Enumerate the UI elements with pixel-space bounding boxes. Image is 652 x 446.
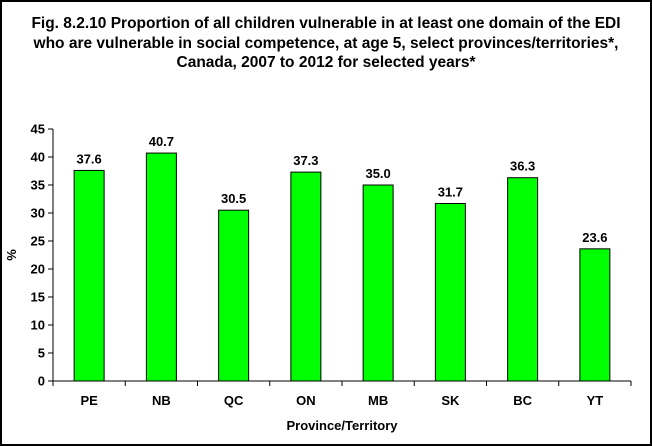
- data-label: 37.6: [76, 151, 101, 166]
- data-label: 37.3: [293, 153, 318, 168]
- x-axis-labels: PE NB QC ON MB SK BC YT: [80, 393, 603, 408]
- category-label: NB: [152, 393, 171, 408]
- data-label: 35.0: [365, 166, 390, 181]
- bar-mb: [362, 184, 394, 382]
- y-tick-label: 45: [31, 122, 45, 137]
- y-tick-label: 25: [31, 234, 45, 249]
- y-axis-ticks: 0 5 10 15 20 25 30 35 40 45: [31, 122, 632, 389]
- y-tick-label: 15: [31, 290, 45, 305]
- data-label: 31.7: [438, 184, 463, 199]
- y-tick-label: 40: [31, 150, 45, 165]
- bar-yt: [579, 248, 611, 382]
- bar-pe: [73, 169, 105, 382]
- data-label: 30.5: [221, 191, 246, 206]
- y-tick-label: 10: [31, 318, 45, 333]
- bar-on: [290, 171, 322, 382]
- category-label: MB: [368, 393, 388, 408]
- data-label: 36.3: [510, 159, 535, 174]
- chart-title: Fig. 8.2.10 Proportion of all children v…: [31, 15, 621, 71]
- y-tick-label: 30: [31, 206, 45, 221]
- y-tick-label: 5: [38, 346, 45, 361]
- y-tick-label: 20: [31, 262, 45, 277]
- data-label: 23.6: [582, 230, 607, 245]
- category-label: PE: [80, 393, 98, 408]
- x-axis-title: Province/Territory: [286, 418, 398, 433]
- category-label: ON: [296, 393, 316, 408]
- data-label: 40.7: [149, 134, 174, 149]
- bar-sk: [434, 202, 466, 382]
- bar-bc: [507, 177, 539, 382]
- category-label: BC: [513, 393, 532, 408]
- y-tick-label: 0: [38, 374, 45, 389]
- bar-nb: [145, 152, 177, 382]
- data-labels: 37.6 40.7 30.5 37.3 35.0 31.7 36.3 23.6: [76, 134, 607, 245]
- category-label: SK: [441, 393, 460, 408]
- bar-qc: [218, 209, 250, 382]
- category-label: QC: [224, 393, 244, 408]
- y-tick-label: 35: [31, 178, 45, 193]
- y-axis-title: %: [4, 249, 19, 261]
- bars: [73, 152, 611, 382]
- category-label: YT: [587, 393, 604, 408]
